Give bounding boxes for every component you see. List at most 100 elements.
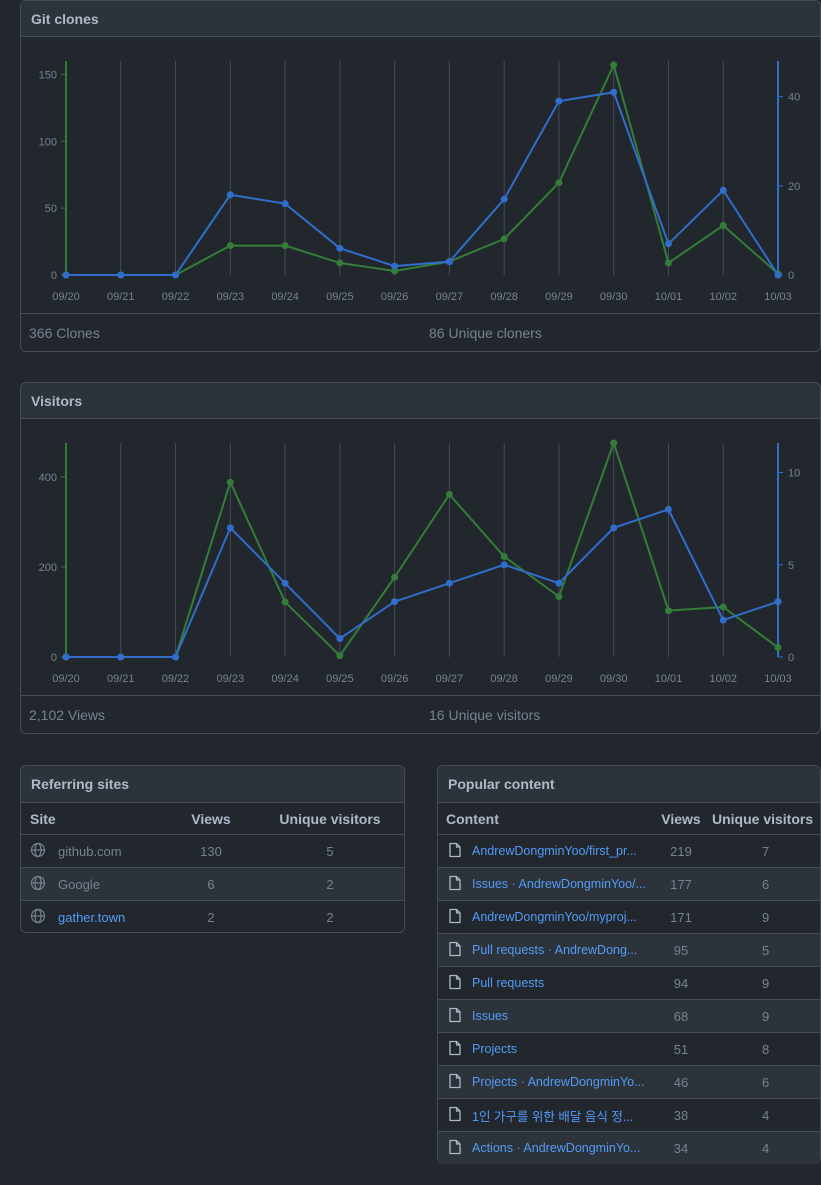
table-row: Google 6 2 <box>21 867 404 901</box>
visitors-data-point[interactable] <box>664 607 672 615</box>
popular-content-link[interactable]: Pull requests · AndrewDong... <box>472 943 638 957</box>
popular-content-link[interactable]: AndrewDongminYoo/myproj... <box>472 910 637 924</box>
unique-visitors-count: 16 Unique visitors <box>429 707 541 723</box>
file-icon <box>448 875 462 894</box>
popular-content-link[interactable]: AndrewDongminYoo/first_pr... <box>472 844 637 858</box>
table-row: AndrewDongminYoo/myproj... 171 9 <box>438 900 820 934</box>
visitors-data-point[interactable] <box>62 653 70 661</box>
visitors-data-point[interactable] <box>555 579 563 587</box>
visitors-data-point[interactable] <box>719 616 727 624</box>
x-tick-label: 09/29 <box>545 673 573 685</box>
popular-content-link[interactable]: Actions · AndrewDongminYo... <box>472 1141 641 1155</box>
clones-data-point[interactable] <box>500 235 508 243</box>
clones-data-point[interactable] <box>664 259 672 267</box>
popular-unique-visitors: 7 <box>712 834 820 868</box>
clones-data-point[interactable] <box>281 200 289 208</box>
clones-data-point[interactable] <box>226 242 234 250</box>
visitors-data-point[interactable] <box>719 603 727 611</box>
popular-content-link[interactable]: Issues <box>472 1009 509 1023</box>
visitors-data-point[interactable] <box>281 579 289 587</box>
popular-views: 38 <box>650 1098 712 1132</box>
file-icon <box>448 1040 462 1059</box>
visitors-data-point[interactable] <box>336 652 344 660</box>
x-tick-label: 10/02 <box>709 291 737 303</box>
visitors-data-point[interactable] <box>281 598 289 606</box>
clones-data-point[interactable] <box>774 271 782 279</box>
column-header-site: Site <box>21 803 166 835</box>
visitors-data-point[interactable] <box>445 579 453 587</box>
popular-content-link[interactable]: 1인 가구를 위한 배달 음식 정... <box>472 1109 634 1124</box>
clones-data-point[interactable] <box>555 179 563 187</box>
clones-data-point[interactable] <box>719 222 727 230</box>
clones-data-point[interactable] <box>62 271 70 279</box>
popular-unique-visitors: 8 <box>712 1032 820 1066</box>
table-row: Pull requests · AndrewDong... 95 5 <box>438 933 820 967</box>
x-tick-label: 09/24 <box>271 291 299 303</box>
x-tick-label: 09/24 <box>271 673 299 685</box>
popular-unique-visitors: 5 <box>712 933 820 967</box>
clones-data-point[interactable] <box>117 271 125 279</box>
total-views-count: 2,102 Views <box>29 707 106 723</box>
left-tick-label: 0 <box>51 270 57 282</box>
left-tick-label: 100 <box>39 136 57 148</box>
visitors-data-point[interactable] <box>555 593 563 601</box>
clones-data-point[interactable] <box>391 262 399 270</box>
popular-unique-visitors: 9 <box>712 999 820 1033</box>
clones-data-point[interactable] <box>610 88 618 96</box>
x-tick-label: 09/25 <box>326 291 354 303</box>
clones-data-point[interactable] <box>226 191 234 199</box>
x-tick-label: 09/28 <box>490 673 518 685</box>
table-row: github.com 130 5 <box>21 834 404 868</box>
git-clones-summary: 366 Clones 86 Unique cloners <box>21 313 820 351</box>
clones-data-point[interactable] <box>336 259 344 267</box>
popular-content-link[interactable]: Projects · AndrewDongminYo... <box>472 1075 645 1089</box>
visitors-data-point[interactable] <box>500 561 508 569</box>
referring-site-name[interactable]: gather.town <box>58 909 126 925</box>
clones-data-point[interactable] <box>500 195 508 203</box>
clones-data-point[interactable] <box>555 97 563 105</box>
visitors-data-point[interactable] <box>226 524 234 532</box>
visitors-data-point[interactable] <box>172 653 180 661</box>
visitors-data-point[interactable] <box>610 439 618 447</box>
visitors-data-point[interactable] <box>500 553 508 561</box>
referring-views: 6 <box>166 867 256 901</box>
clones-data-point[interactable] <box>281 242 289 250</box>
left-tick-label: 50 <box>45 203 57 215</box>
clones-data-point[interactable] <box>172 271 180 279</box>
referring-sites-table: Site Views Unique visitors github.com 130… <box>21 803 404 933</box>
file-icon <box>448 941 462 960</box>
column-header-unique-visitors: Unique visitors <box>256 803 404 835</box>
visitors-data-point[interactable] <box>336 635 344 643</box>
clones-data-point[interactable] <box>445 258 453 266</box>
clones-data-point[interactable] <box>610 61 618 69</box>
clones-data-point[interactable] <box>664 240 672 248</box>
clones-data-point[interactable] <box>391 267 399 275</box>
clones-data-point[interactable] <box>336 244 344 252</box>
popular-views: 177 <box>650 867 712 901</box>
visitors-data-point[interactable] <box>226 478 234 486</box>
right-tick-label: 0 <box>788 270 794 282</box>
table-row: Issues 68 9 <box>438 999 820 1033</box>
visitors-data-point[interactable] <box>664 505 672 513</box>
visitors-data-point[interactable] <box>445 490 453 498</box>
popular-views: 34 <box>650 1131 712 1164</box>
referring-unique-visitors: 2 <box>326 909 334 925</box>
visitors-data-point[interactable] <box>391 598 399 606</box>
table-row: Actions · AndrewDongminYo... 34 4 <box>438 1131 820 1164</box>
visitors-data-point[interactable] <box>774 644 782 652</box>
referring-site-name: Google <box>58 876 100 892</box>
visitors-data-point[interactable] <box>774 598 782 606</box>
visitors-data-point[interactable] <box>610 524 618 532</box>
popular-content-link[interactable]: Issues · AndrewDongminYoo/... <box>472 877 646 891</box>
x-tick-label: 09/30 <box>600 673 628 685</box>
popular-content-link[interactable]: Pull requests <box>472 976 545 990</box>
referring-sites-title: Referring sites <box>21 766 404 803</box>
popular-views: 219 <box>650 834 712 868</box>
x-tick-label: 10/03 <box>764 291 792 303</box>
clones-data-point[interactable] <box>719 186 727 194</box>
popular-content-link[interactable]: Projects <box>472 1042 518 1056</box>
x-tick-label: 09/22 <box>162 673 190 685</box>
visitors-data-point[interactable] <box>117 653 125 661</box>
visitors-data-point[interactable] <box>391 573 399 581</box>
file-icon <box>448 974 462 993</box>
